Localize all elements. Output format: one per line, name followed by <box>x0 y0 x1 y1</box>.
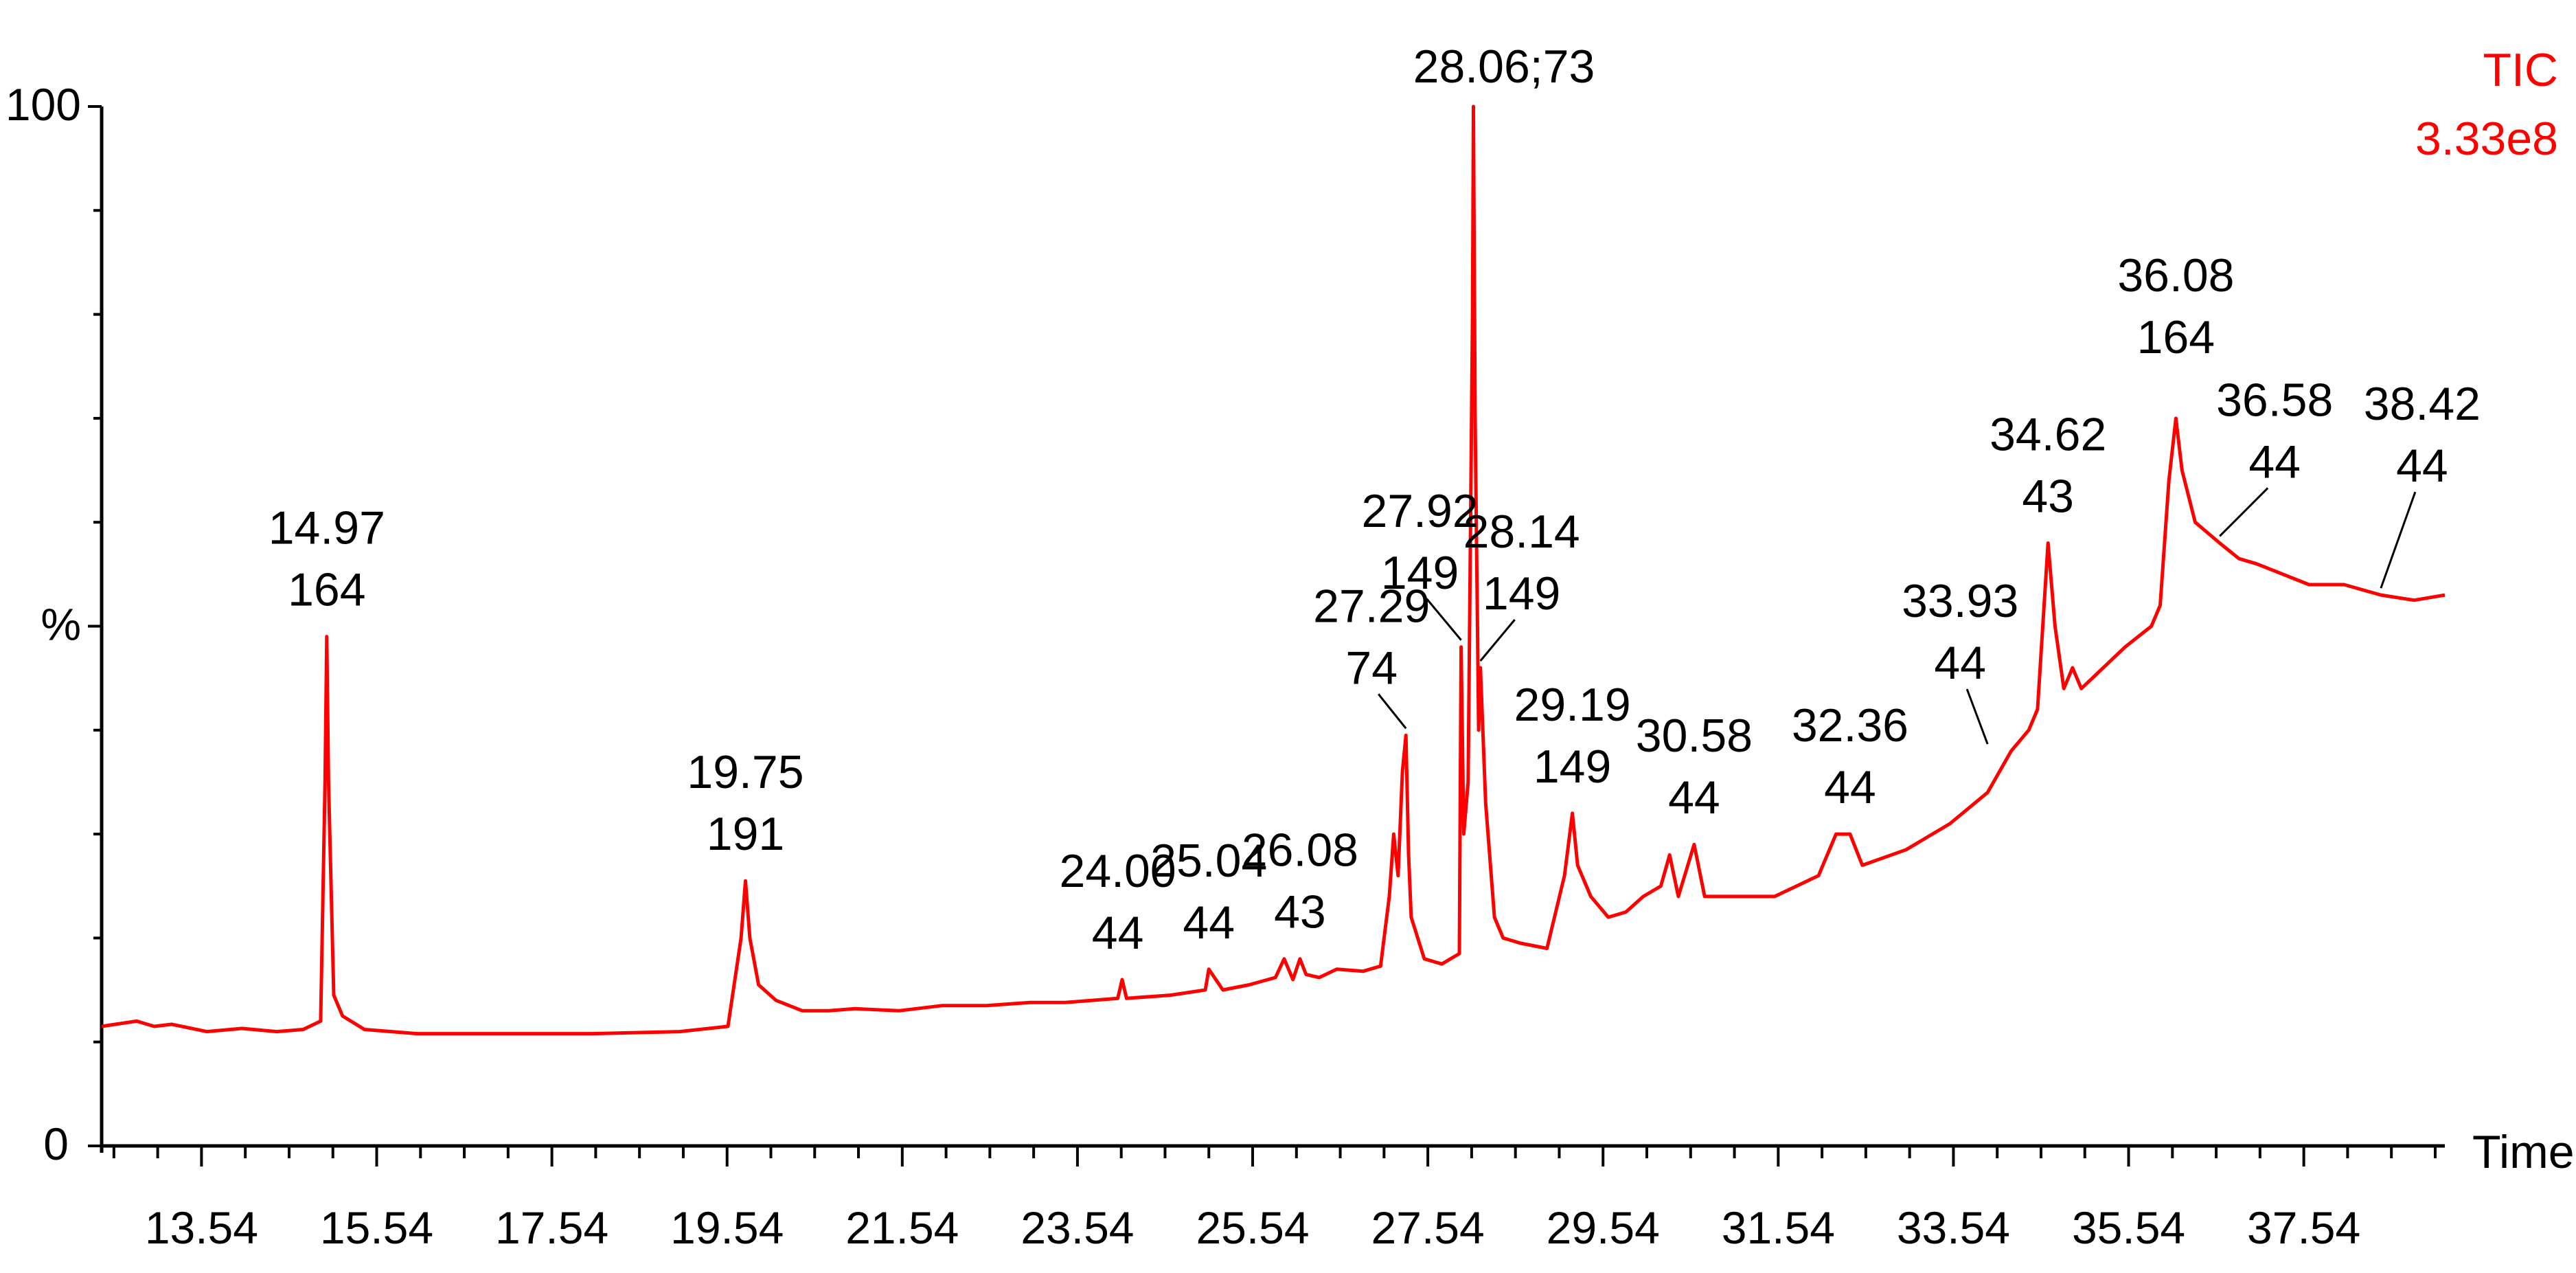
peak-annotation: 36.58 44 <box>2216 374 2333 537</box>
peak-base-mass: 74 <box>1345 642 1398 694</box>
peak-retention-time: 36.08 <box>2117 249 2234 302</box>
peak-leader-line <box>1426 598 1462 641</box>
peak-annotation: 27.29 74 <box>1313 580 1430 730</box>
y-tick-label-percent: % <box>41 599 81 650</box>
peak-annotation: 19.75 191 <box>687 746 803 860</box>
tick-marks <box>88 105 2437 1167</box>
x-tick-label: 37.54 <box>2247 1202 2360 1253</box>
x-tick-label: 23.54 <box>1021 1202 1134 1253</box>
peak-retention-time: 24.00 <box>1060 845 1176 897</box>
peak-base-mass: 149 <box>1483 567 1560 620</box>
y-tick-label-100: 100 <box>5 79 81 130</box>
x-tick-label: 25.54 <box>1196 1202 1309 1253</box>
peak-base-mass: 44 <box>2396 440 2448 492</box>
peak-base-mass: 43 <box>1274 886 1326 938</box>
x-tick-label: 33.54 <box>1897 1202 2010 1253</box>
peak-retention-time: 32.36 <box>1792 699 1908 752</box>
trace-label-tic: TIC <box>2483 44 2558 96</box>
x-tick-label: 29.54 <box>1547 1202 1660 1253</box>
x-tick-label: 13.54 <box>145 1202 258 1253</box>
peak-annotation: 29.19 149 <box>1514 679 1631 793</box>
x-tick-label: 31.54 <box>1722 1202 1835 1253</box>
peak-annotation: 27.92 149 <box>1362 485 1479 641</box>
peak-leader-line <box>1965 688 1989 745</box>
peak-annotations: 14.9716419.7519124.004425.044426.084327.… <box>269 41 2481 959</box>
x-tick-label: 19.54 <box>670 1202 784 1253</box>
peak-base-mass: 149 <box>1381 547 1459 599</box>
peak-base-mass: 44 <box>1824 761 1876 813</box>
peak-base-mass: 191 <box>707 808 784 860</box>
peak-annotation: 25.04 44 <box>1150 835 1267 949</box>
peak-annotation: 24.00 44 <box>1060 845 1176 959</box>
peak-base-mass: 149 <box>1534 741 1611 793</box>
peak-retention-time: 38.42 <box>2364 378 2481 430</box>
peak-annotation: 28.14 149 <box>1463 506 1580 662</box>
peak-base-mass: 44 <box>1183 897 1235 949</box>
x-axis-label-time: Time <box>2472 1126 2575 1178</box>
peak-leader-line <box>2219 487 2269 537</box>
peak-retention-time: 27.92 <box>1362 485 1479 537</box>
peak-retention-time: 34.62 <box>1990 408 2106 460</box>
peak-leader-line <box>1479 619 1516 662</box>
peak-annotation: 14.97 164 <box>269 502 385 616</box>
peak-retention-time: 19.75 <box>687 746 803 798</box>
peak-annotation: 26.08 43 <box>1242 824 1358 938</box>
peak-retention-time: 29.19 <box>1514 679 1631 731</box>
peak-retention-time: 28.14 <box>1463 506 1580 558</box>
peak-retention-time: 27.29 <box>1313 580 1430 632</box>
x-tick-label: 17.54 <box>495 1202 608 1253</box>
peak-annotation: 36.08 164 <box>2117 249 2234 363</box>
x-tick-label: 35.54 <box>2072 1202 2185 1253</box>
x-tick-label: 21.54 <box>845 1202 959 1253</box>
peak-annotation: 30.58 44 <box>1636 710 1753 824</box>
x-tick-labels: 13.54 15.54 17.54 19.54 21.54 23.54 25.54 27.54… <box>145 1202 2360 1253</box>
peak-base-mass: 44 <box>2248 436 2301 488</box>
peak-annotation: 28.06;73 <box>1413 41 1595 93</box>
peak-retention-time: 26.08 <box>1242 824 1358 877</box>
peak-base-mass: 44 <box>1934 637 1986 689</box>
tic-trace-line <box>101 104 2446 1036</box>
peak-leader-line <box>1378 693 1407 730</box>
peak-base-mass: 164 <box>2137 311 2215 363</box>
peak-retention-time: 30.58 <box>1636 710 1753 762</box>
peak-base-mass: 164 <box>288 564 365 616</box>
peak-retention-time: 36.58 <box>2216 374 2333 426</box>
peak-annotation: 38.42 44 <box>2364 378 2481 589</box>
peak-base-mass: 44 <box>1668 771 1720 824</box>
peak-retention-time: 14.97 <box>269 502 385 554</box>
x-tick-label: 15.54 <box>320 1202 433 1253</box>
peak-retention-time: 33.93 <box>1902 575 2018 627</box>
peak-retention-time: 25.04 <box>1150 835 1267 887</box>
peak-annotation: 33.93 44 <box>1902 575 2018 745</box>
peak-label: 28.06;73 <box>1413 41 1595 93</box>
y-tick-label-0: 0 <box>43 1118 69 1169</box>
axes <box>100 106 2445 1153</box>
peak-annotation: 34.62 43 <box>1990 408 2106 522</box>
peak-base-mass: 43 <box>2022 470 2074 522</box>
peak-leader-line <box>2380 491 2417 589</box>
x-tick-label: 27.54 <box>1371 1202 1485 1253</box>
peak-annotation: 32.36 44 <box>1792 699 1908 813</box>
trace-intensity-label: 3.33e8 <box>2415 113 2558 165</box>
peak-base-mass: 44 <box>1092 907 1144 959</box>
